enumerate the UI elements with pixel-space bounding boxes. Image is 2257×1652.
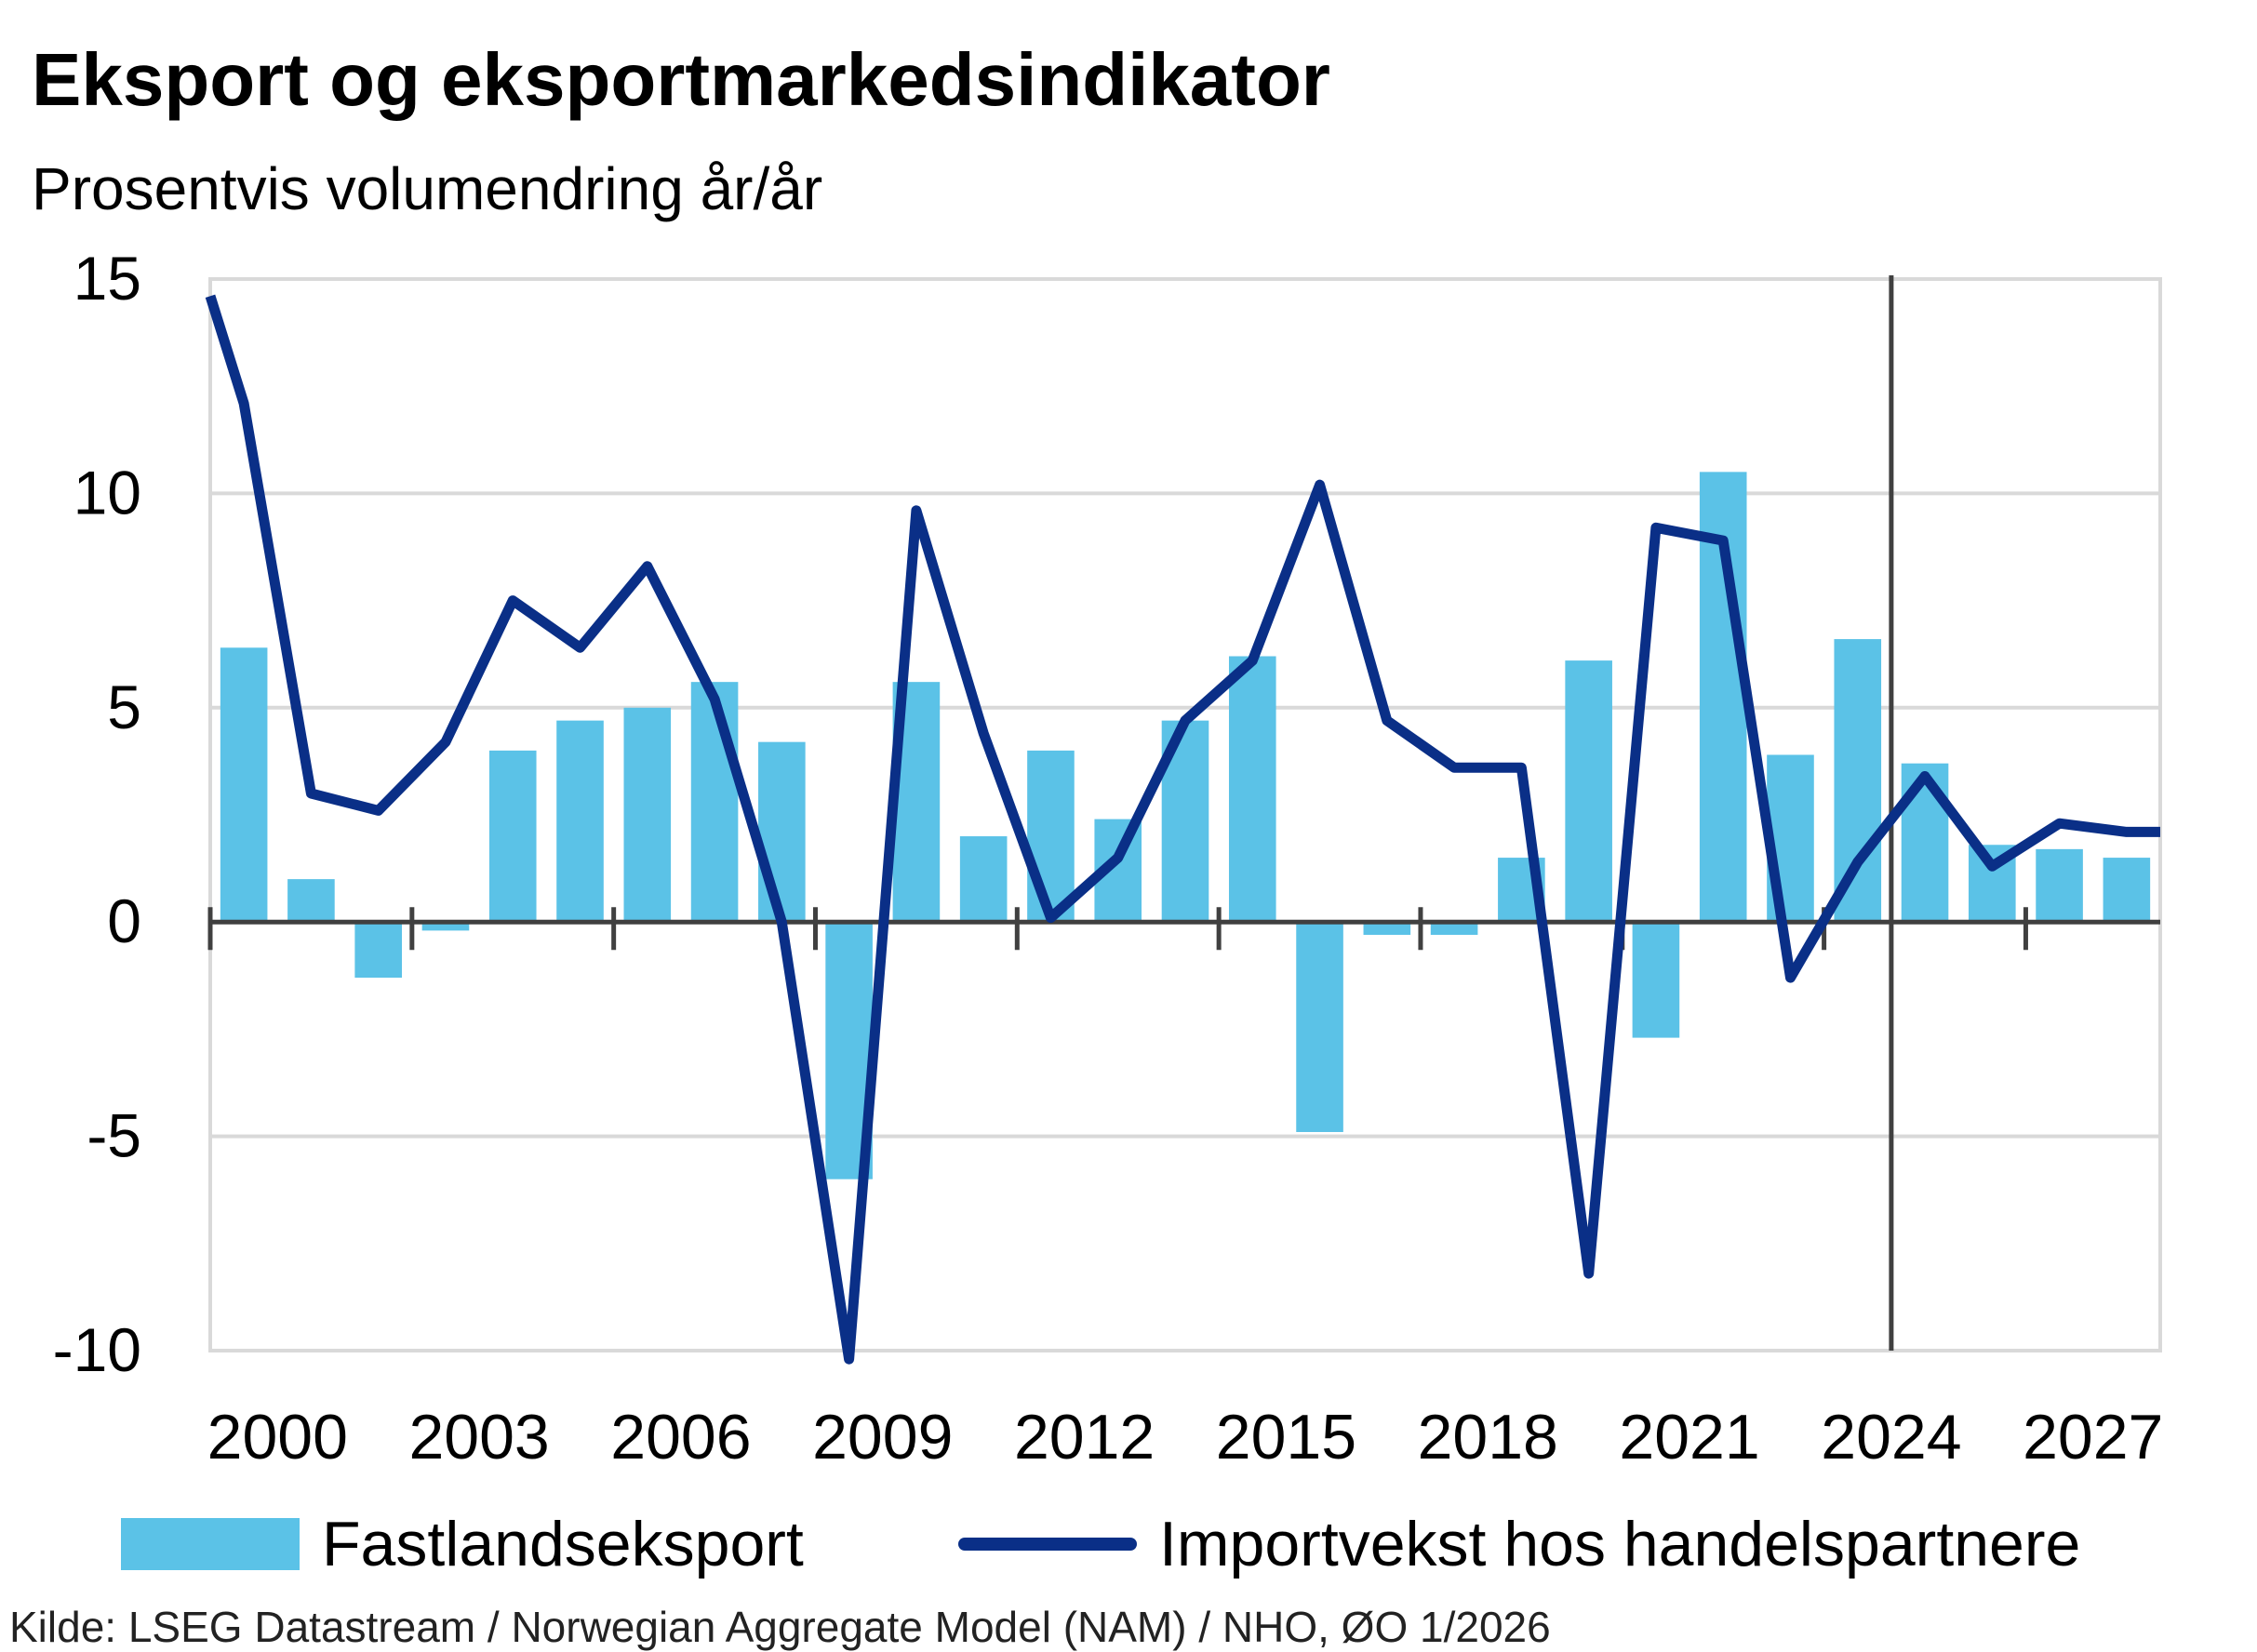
bar <box>354 922 402 979</box>
bar <box>623 707 672 923</box>
bar <box>287 879 335 923</box>
y-tick-label: -10 <box>53 1315 141 1384</box>
y-tick-label: 5 <box>107 673 141 741</box>
chart-subtitle: Prosentvis volumendring år/år <box>32 155 823 222</box>
bar-series <box>220 472 2151 1179</box>
legend-bar-swatch <box>121 1518 300 1570</box>
bar <box>2103 858 2151 923</box>
legend-item-line: Importvekst hos handelspartnere <box>958 1501 2080 1587</box>
bar <box>1632 922 1680 1038</box>
y-tick-label: 0 <box>107 886 141 955</box>
legend-label-bars: Fastlandseksport <box>322 1509 804 1579</box>
bar <box>1363 922 1411 936</box>
bar <box>1430 922 1478 936</box>
x-tick-label: 2015 <box>1216 1402 1356 1472</box>
x-tick-label: 2018 <box>1418 1402 1558 1472</box>
chart-svg: 15 10 5 0 -5 -10 2000 2003 2006 2009 2012 2015 2018 2… <box>53 244 2164 1472</box>
legend-line-swatch <box>958 1538 1137 1551</box>
import-growth-line <box>205 294 2160 1365</box>
plot-border <box>208 277 2162 1352</box>
x-tick-label: 2006 <box>610 1402 751 1472</box>
x-tick-label: 2021 <box>1619 1402 1759 1472</box>
bar <box>220 647 268 923</box>
bar <box>556 720 604 923</box>
bar <box>421 922 470 931</box>
y-tick-label: 15 <box>73 244 141 313</box>
x-tick-label: 2024 <box>1821 1402 1961 1472</box>
bar <box>1834 639 1882 923</box>
bar <box>1228 656 1276 923</box>
bar <box>1565 660 1612 923</box>
bar <box>1296 922 1343 1132</box>
x-tick-label: 2003 <box>408 1402 549 1472</box>
y-tick-label: 10 <box>73 458 141 526</box>
bar <box>758 741 806 923</box>
x-tick-label: 2000 <box>207 1402 348 1472</box>
y-tick-label: -5 <box>87 1101 141 1170</box>
bar <box>1027 750 1075 923</box>
source-note: Kilde: LSEG Datastream / Norwegian Aggre… <box>9 1603 1551 1651</box>
legend-item-bars: Fastlandseksport <box>121 1501 804 1587</box>
bar <box>1901 763 1949 923</box>
line-series <box>205 294 2160 1365</box>
x-tick-label: 2012 <box>1014 1402 1155 1472</box>
x-tick-label: 2027 <box>2023 1402 2163 1472</box>
legend-label-line: Importvekst hos handelspartnere <box>1159 1509 2081 1579</box>
tick-labels: 15 10 5 0 -5 -10 2000 2003 2006 2009 2012 2015 2018 2… <box>53 244 2164 1472</box>
x-tick-label: 2009 <box>812 1402 953 1472</box>
bar <box>488 750 537 923</box>
bar <box>2036 848 2083 923</box>
bar <box>690 682 739 923</box>
bar <box>959 836 1008 923</box>
chart-title: Eksport og eksportmarkedsindikator <box>32 38 1330 121</box>
